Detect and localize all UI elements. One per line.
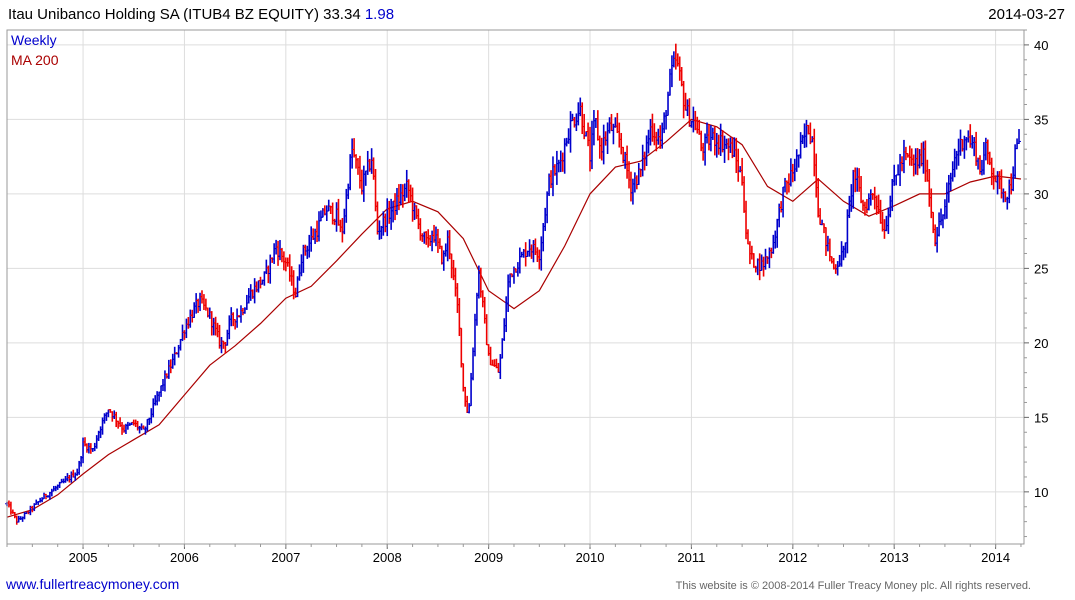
y-tick-label-40: 40 <box>1034 38 1048 53</box>
ma-200-line <box>6 118 1022 518</box>
footer-site-link[interactable]: www.fullertreacymoney.com <box>6 576 180 592</box>
y-tick-label-15: 15 <box>1034 410 1048 425</box>
x-tick-label-2010: 2010 <box>576 550 605 565</box>
x-tick-label-2005: 2005 <box>69 550 98 565</box>
title-text: Itau Unibanco Holding SA (ITUB4 BZ EQUIT… <box>8 6 361 23</box>
chart-title: Itau Unibanco Holding SA (ITUB4 BZ EQUIT… <box>8 6 394 23</box>
legend-ma-200: MA 200 <box>11 52 59 68</box>
price-change: 1.98 <box>364 6 395 23</box>
x-tick-label-2009: 2009 <box>474 550 503 565</box>
chart-date: 2014-03-27 <box>988 6 1065 23</box>
y-tick-label-20: 20 <box>1034 336 1048 351</box>
x-tick-label-2014: 2014 <box>981 550 1010 565</box>
legend-weekly: Weekly <box>11 32 57 48</box>
x-tick-label-2013: 2013 <box>880 550 909 565</box>
footer-copyright: This website is © 2008-2014 Fuller Treac… <box>675 580 1031 592</box>
y-tick-label-30: 30 <box>1034 187 1048 202</box>
axis-layer: 10 15 20 25 30 35 40 2005 2006 2007 2008 2009 2010 20… <box>6 29 1048 565</box>
candle-layer <box>5 43 1022 525</box>
grid-layer <box>7 30 1024 544</box>
x-tick-label-2011: 2011 <box>677 550 705 565</box>
x-tick-label-2007: 2007 <box>271 550 300 565</box>
legend: Weekly MA 200 <box>11 32 59 68</box>
x-tick-label-2012: 2012 <box>778 550 807 565</box>
y-tick-label-35: 35 <box>1034 112 1048 127</box>
y-tick-label-25: 25 <box>1034 261 1048 276</box>
ma-layer <box>6 118 1022 518</box>
x-tick-label-2008: 2008 <box>373 550 402 565</box>
x-tick-label-2006: 2006 <box>170 550 199 565</box>
y-tick-label-10: 10 <box>1034 485 1048 500</box>
plot-frame <box>6 29 1025 545</box>
